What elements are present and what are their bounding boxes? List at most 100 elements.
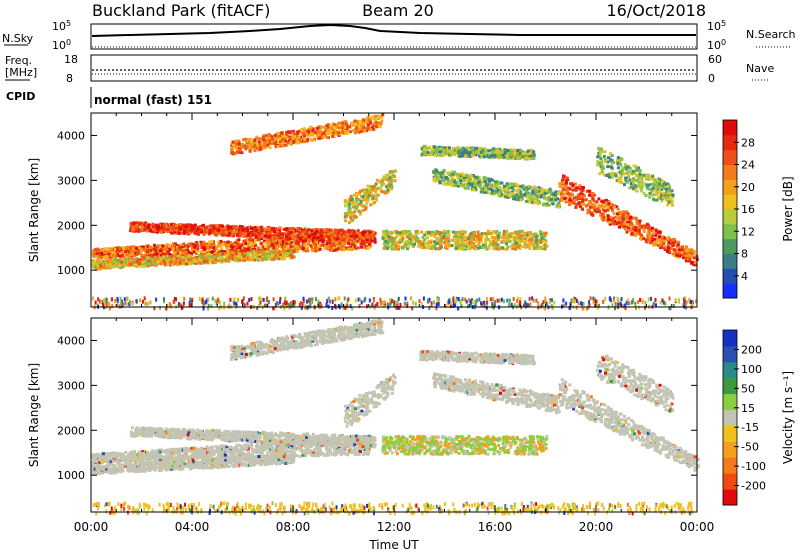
backscatter-cell bbox=[287, 140, 290, 144]
backscatter-cell bbox=[349, 216, 353, 219]
backscatter-cell bbox=[194, 226, 198, 230]
backscatter-cell bbox=[195, 250, 199, 254]
backscatter-cell bbox=[481, 243, 485, 247]
backscatter-cell bbox=[185, 262, 188, 266]
backscatter-cell bbox=[539, 233, 543, 237]
backscatter-cell bbox=[494, 150, 498, 154]
backscatter-cell bbox=[265, 232, 269, 236]
backscatter-cell bbox=[128, 253, 132, 257]
backscatter-cell bbox=[361, 231, 365, 235]
backscatter-cell bbox=[364, 126, 368, 130]
backscatter-cell bbox=[358, 202, 361, 206]
backscatter-cell bbox=[358, 239, 362, 243]
backscatter-cell bbox=[207, 246, 211, 250]
backscatter-cell bbox=[365, 192, 368, 196]
backscatter-cell bbox=[518, 243, 522, 247]
backscatter-cell bbox=[188, 224, 192, 228]
backscatter-cell bbox=[388, 170, 392, 174]
backscatter-cell bbox=[136, 245, 140, 249]
backscatter-cell bbox=[477, 233, 480, 237]
backscatter-cell bbox=[230, 247, 234, 251]
backscatter-cell bbox=[374, 118, 378, 122]
backscatter-cell bbox=[356, 193, 359, 197]
backscatter-cell bbox=[168, 248, 172, 252]
backscatter-cell bbox=[360, 204, 364, 208]
backscatter-cell bbox=[465, 173, 468, 177]
backscatter-cell bbox=[347, 206, 351, 210]
backscatter-cell bbox=[233, 249, 237, 253]
backscatter-cell bbox=[512, 244, 516, 248]
backscatter-cell bbox=[253, 138, 257, 142]
backscatter-cell bbox=[433, 244, 437, 248]
backscatter-cell bbox=[235, 142, 239, 146]
backscatter-cell bbox=[282, 248, 286, 252]
backscatter-cell bbox=[295, 239, 299, 243]
backscatter-cell bbox=[315, 128, 319, 132]
backscatter-cell bbox=[104, 262, 108, 266]
backscatter-cell bbox=[398, 240, 402, 244]
backscatter-cell bbox=[258, 232, 262, 236]
backscatter-cell bbox=[491, 239, 495, 243]
backscatter-cell bbox=[309, 126, 313, 130]
backscatter-cell bbox=[313, 232, 317, 236]
backscatter-cell bbox=[347, 202, 351, 206]
backscatter-cell bbox=[319, 125, 323, 129]
backscatter-cell bbox=[236, 150, 239, 154]
backscatter-cell bbox=[342, 235, 346, 239]
backscatter-cell bbox=[401, 246, 405, 250]
backscatter-cell bbox=[152, 227, 156, 231]
backscatter-cell bbox=[486, 149, 490, 153]
backscatter-cell bbox=[145, 254, 149, 258]
backscatter-cell bbox=[386, 188, 390, 192]
backscatter-cell bbox=[137, 262, 141, 266]
backscatter-cell bbox=[532, 194, 536, 198]
backscatter-cell bbox=[289, 232, 293, 236]
backscatter-cell bbox=[140, 227, 144, 231]
backscatter-cell bbox=[311, 232, 315, 236]
backscatter-cell bbox=[535, 197, 539, 201]
backscatter-cell bbox=[394, 169, 397, 173]
backscatter-cell bbox=[488, 178, 492, 182]
backscatter-cell bbox=[552, 196, 555, 200]
backscatter-cell bbox=[442, 173, 446, 177]
backscatter-cell bbox=[518, 246, 522, 250]
backscatter-cell bbox=[375, 196, 378, 199]
backscatter-cell bbox=[238, 150, 242, 154]
backscatter-cell bbox=[286, 249, 290, 253]
backscatter-cell bbox=[250, 226, 253, 230]
backscatter-cell bbox=[394, 240, 398, 244]
backscatter-cell bbox=[244, 242, 248, 245]
backscatter-cell bbox=[167, 246, 171, 250]
backscatter-cell bbox=[390, 185, 394, 189]
backscatter-cell bbox=[288, 227, 292, 231]
backscatter-cell bbox=[318, 231, 322, 235]
backscatter-cell bbox=[442, 241, 446, 245]
backscatter-cell bbox=[120, 254, 124, 258]
backscatter-cell bbox=[246, 252, 250, 255]
backscatter-cell bbox=[255, 146, 259, 150]
backscatter-cell bbox=[524, 189, 528, 193]
backscatter-cell bbox=[345, 214, 349, 218]
backscatter-cell bbox=[533, 243, 537, 247]
backscatter-cell bbox=[354, 195, 358, 199]
backscatter-cell bbox=[241, 225, 245, 229]
backscatter-cell bbox=[505, 242, 508, 246]
backscatter-cell bbox=[212, 243, 216, 247]
backscatter-cell bbox=[191, 242, 195, 246]
backscatter-cell bbox=[334, 248, 338, 252]
backscatter-cell bbox=[231, 245, 235, 249]
backscatter-cell bbox=[353, 131, 357, 135]
backscatter-cell bbox=[435, 238, 439, 242]
backscatter-cell bbox=[346, 235, 350, 239]
backscatter-cell bbox=[332, 240, 336, 244]
backscatter-cell bbox=[184, 250, 188, 254]
backscatter-cell bbox=[246, 241, 250, 245]
backscatter-cell bbox=[143, 222, 146, 226]
backscatter-cell bbox=[150, 229, 154, 233]
backscatter-cell bbox=[502, 156, 506, 160]
backscatter-cell bbox=[368, 233, 372, 237]
backscatter-cell bbox=[247, 141, 251, 144]
backscatter-cell bbox=[120, 261, 124, 265]
backscatter-cell bbox=[360, 189, 364, 193]
backscatter-cell bbox=[270, 253, 274, 257]
